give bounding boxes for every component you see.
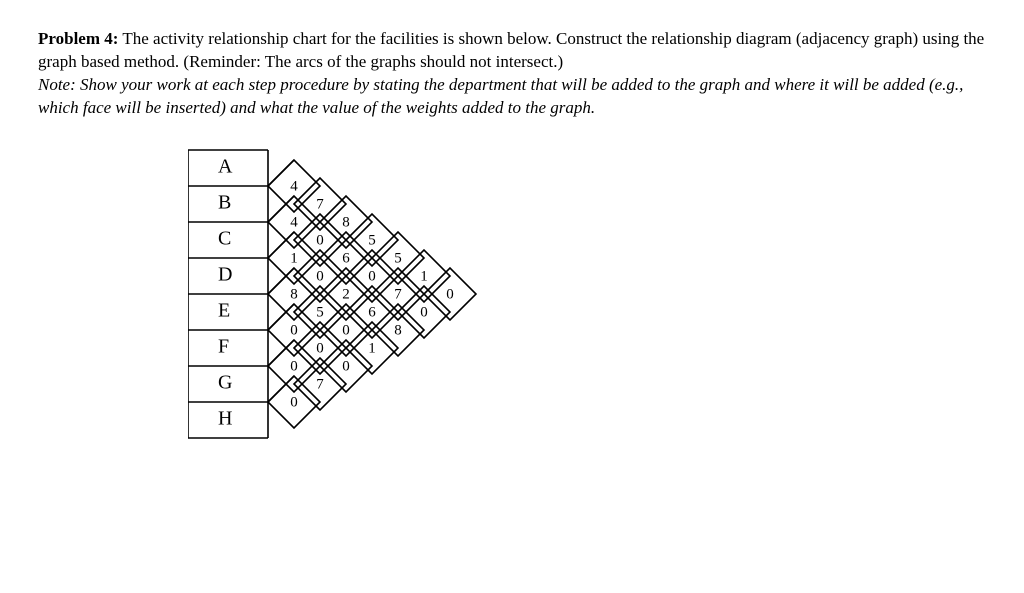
rel-value: 4 (290, 178, 298, 194)
rel-value: 0 (290, 358, 298, 374)
rel-value: 6 (342, 250, 350, 266)
rel-value: 6 (368, 304, 376, 320)
rel-value: 0 (290, 394, 298, 410)
rel-value: 1 (290, 250, 298, 266)
problem-title: Problem 4: (38, 29, 118, 48)
rel-value: 0 (420, 304, 428, 320)
rel-value: 8 (342, 214, 350, 230)
problem-body: The activity relationship chart for the … (38, 29, 984, 71)
rel-value: 0 (290, 322, 298, 338)
relationship-chart: ABCDEFGH 4 7 8 5 5 1 0 4 0 6 0 7 0 1 0 2 6 8 8 5 0 1 0 0 0 0 7 0 (188, 140, 486, 448)
dept-label: E (218, 299, 230, 321)
rel-value: 0 (316, 268, 324, 284)
note-body: Show your work at each step procedure by… (38, 75, 963, 117)
rel-value: 0 (316, 232, 324, 248)
rel-value: 0 (342, 358, 350, 374)
note-label: Note: (38, 75, 76, 94)
rel-value: 0 (446, 286, 454, 302)
rel-value: 7 (316, 376, 324, 392)
dept-label: H (218, 407, 232, 429)
rel-value: 8 (290, 286, 298, 302)
rel-value: 4 (290, 214, 298, 230)
rel-value: 1 (368, 340, 376, 356)
rel-value: 7 (316, 196, 324, 212)
rel-value: 5 (394, 250, 402, 266)
rel-value: 5 (316, 304, 324, 320)
dept-label: A (218, 155, 233, 177)
rel-value: 0 (342, 322, 350, 338)
dept-label: G (218, 371, 232, 393)
rel-value: 7 (394, 286, 402, 302)
problem-statement: Problem 4: The activity relationship cha… (38, 28, 986, 120)
dept-label: D (218, 263, 232, 285)
rel-value: 1 (420, 268, 428, 284)
rel-value: 0 (316, 340, 324, 356)
dept-label: B (218, 191, 231, 213)
rel-value: 0 (368, 268, 376, 284)
dept-label: C (218, 227, 231, 249)
dept-label: F (218, 335, 229, 357)
rel-value: 5 (368, 232, 376, 248)
rel-value: 8 (394, 322, 402, 338)
rel-value: 2 (342, 286, 350, 302)
rel-chart-container: ABCDEFGH 4 7 8 5 5 1 0 4 0 6 0 7 0 1 0 2 6 8 8 5 0 1 0 0 0 0 7 0 (38, 140, 986, 448)
